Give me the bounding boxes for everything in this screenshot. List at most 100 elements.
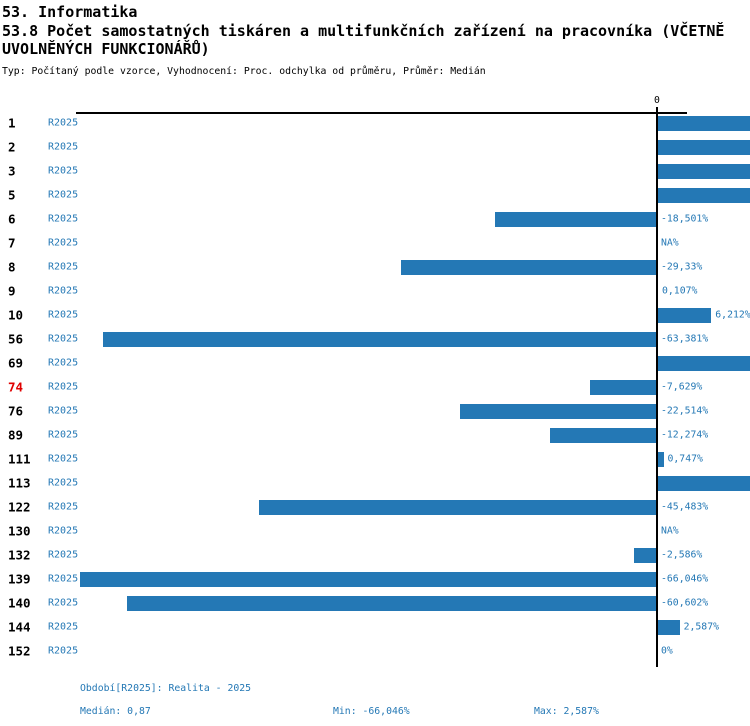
- row-number: 5: [8, 187, 16, 203]
- period-link[interactable]: R2025: [48, 141, 79, 153]
- chart-row: 76 R2025 -22,514%: [0, 399, 750, 423]
- footer-max: Max: 2,587%: [534, 706, 599, 717]
- period-link[interactable]: R2025: [48, 477, 79, 489]
- row-number: 139: [8, 571, 31, 587]
- value-bar: [549, 427, 657, 443]
- row-number: 132: [8, 547, 31, 563]
- chart-row: 6 R2025 -18,501%: [0, 207, 750, 231]
- value-bar: [657, 163, 750, 179]
- period-link[interactable]: R2025: [48, 453, 79, 465]
- row-number: 76: [8, 403, 24, 419]
- value-label: 2,587%: [683, 621, 719, 633]
- period-link[interactable]: R2025: [48, 381, 79, 393]
- period-link[interactable]: R2025: [48, 261, 79, 273]
- value-label: -63,381%: [661, 333, 709, 345]
- value-label: -60,602%: [661, 597, 709, 609]
- row-number: 8: [8, 259, 16, 275]
- value-bar: [127, 595, 657, 611]
- chart-row: 8 R2025 -29,33%: [0, 255, 750, 279]
- chart-row: 140 R2025 -60,602%: [0, 591, 750, 615]
- row-number: 89: [8, 427, 24, 443]
- period-link[interactable]: R2025: [48, 333, 79, 345]
- value-bar: [590, 379, 657, 395]
- value-bar: [657, 451, 664, 467]
- value-label: 0,107%: [662, 285, 698, 297]
- value-bar: [495, 211, 657, 227]
- chart-title-line2: UVOLNĚNÝCH FUNKCIONÁŘŮ): [2, 40, 210, 58]
- period-link[interactable]: R2025: [48, 285, 79, 297]
- chart-row: 1 R2025: [0, 111, 750, 135]
- period-link[interactable]: R2025: [48, 357, 79, 369]
- value-label: -45,483%: [661, 501, 709, 513]
- value-label: -2,586%: [661, 549, 703, 561]
- value-label: -18,501%: [661, 213, 709, 225]
- chart-row: 74 R2025 -7,629%: [0, 375, 750, 399]
- chart-row: 89 R2025 -12,274%: [0, 423, 750, 447]
- chart-subtitle: Typ: Počítaný podle vzorce, Vyhodnocení:…: [2, 66, 486, 77]
- period-link[interactable]: R2025: [48, 597, 79, 609]
- chart-row: 69 R2025: [0, 351, 750, 375]
- period-link[interactable]: R2025: [48, 549, 79, 561]
- period-link[interactable]: R2025: [48, 213, 79, 225]
- value-bar: [460, 403, 657, 419]
- footer-min: Min: -66,046%: [333, 706, 410, 717]
- period-link[interactable]: R2025: [48, 189, 79, 201]
- period-link[interactable]: R2025: [48, 309, 79, 321]
- value-label: 6,212%: [715, 309, 750, 321]
- period-link[interactable]: R2025: [48, 405, 79, 417]
- section-title: 53. Informatika: [2, 3, 138, 21]
- axis-zero-line: [656, 107, 658, 667]
- value-bar: [79, 571, 657, 587]
- chart-row: 130 R2025 NA%: [0, 519, 750, 543]
- value-label: 0%: [661, 645, 673, 657]
- row-number: 140: [8, 595, 31, 611]
- chart-row: 152 R2025 0%: [0, 639, 750, 663]
- row-number: 130: [8, 523, 31, 539]
- value-bar: [657, 619, 680, 635]
- footer-median: Medián: 0,87: [80, 706, 151, 717]
- value-bar: [657, 355, 750, 371]
- chart-row: 111 R2025 0,747%: [0, 447, 750, 471]
- chart-row: 5 R2025: [0, 183, 750, 207]
- chart-row: 2 R2025: [0, 135, 750, 159]
- value-label: -66,046%: [661, 573, 709, 585]
- row-number: 74: [8, 379, 24, 395]
- value-label: NA%: [661, 525, 679, 537]
- value-label: -29,33%: [661, 261, 703, 273]
- value-bar: [657, 115, 750, 131]
- row-number: 144: [8, 619, 31, 635]
- footer-period: Období[R2025]: Realita - 2025: [80, 683, 252, 694]
- row-number: 10: [8, 307, 24, 323]
- value-label: -7,629%: [661, 381, 703, 393]
- row-number: 56: [8, 331, 24, 347]
- row-number: 6: [8, 211, 16, 227]
- value-bar: [400, 259, 657, 275]
- chart-title-line1: 53.8 Počet samostatných tiskáren a multi…: [2, 22, 725, 40]
- period-link[interactable]: R2025: [48, 429, 79, 441]
- period-link[interactable]: R2025: [48, 165, 79, 177]
- row-number: 122: [8, 499, 31, 515]
- period-link[interactable]: R2025: [48, 621, 79, 633]
- value-bar: [657, 475, 750, 491]
- value-label: NA%: [661, 237, 679, 249]
- period-link[interactable]: R2025: [48, 501, 79, 513]
- chart-row: 122 R2025 -45,483%: [0, 495, 750, 519]
- value-bar: [634, 547, 657, 563]
- period-link[interactable]: R2025: [48, 237, 79, 249]
- axis-zero-tick-label: 0: [654, 95, 660, 106]
- row-number: 9: [8, 283, 16, 299]
- period-link[interactable]: R2025: [48, 117, 79, 129]
- period-link[interactable]: R2025: [48, 645, 79, 657]
- chart-row: 10 R2025 6,212%: [0, 303, 750, 327]
- chart-row: 139 R2025 -66,046%: [0, 567, 750, 591]
- chart-row: 56 R2025 -63,381%: [0, 327, 750, 351]
- period-link[interactable]: R2025: [48, 573, 79, 585]
- chart-row: 144 R2025 2,587%: [0, 615, 750, 639]
- axis-top-line: [76, 112, 687, 114]
- chart-row: 132 R2025 -2,586%: [0, 543, 750, 567]
- value-bar: [657, 187, 750, 203]
- value-bar: [657, 307, 712, 323]
- value-bar: [657, 139, 750, 155]
- period-link[interactable]: R2025: [48, 525, 79, 537]
